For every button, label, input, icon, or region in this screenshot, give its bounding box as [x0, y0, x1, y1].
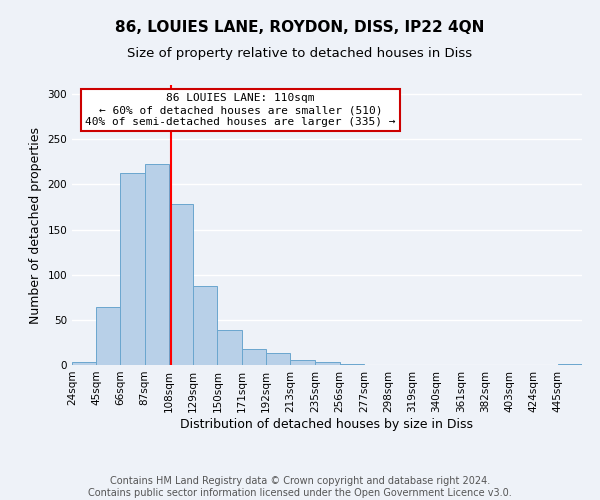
Bar	[217, 330, 242, 365]
Text: 86, LOUIES LANE, ROYDON, DISS, IP22 4QN: 86, LOUIES LANE, ROYDON, DISS, IP22 4QN	[115, 20, 485, 35]
Bar	[145, 164, 169, 365]
Bar	[290, 360, 316, 365]
X-axis label: Distribution of detached houses by size in Diss: Distribution of detached houses by size …	[181, 418, 473, 430]
Bar	[316, 362, 340, 365]
Y-axis label: Number of detached properties: Number of detached properties	[29, 126, 42, 324]
Bar	[121, 172, 145, 365]
Bar	[193, 286, 217, 365]
Text: Size of property relative to detached houses in Diss: Size of property relative to detached ho…	[127, 48, 473, 60]
Bar	[169, 204, 193, 365]
Bar	[340, 364, 364, 365]
Bar	[242, 348, 266, 365]
Text: 86 LOUIES LANE: 110sqm
← 60% of detached houses are smaller (510)
40% of semi-de: 86 LOUIES LANE: 110sqm ← 60% of detached…	[85, 94, 395, 126]
Bar	[96, 307, 121, 365]
Text: Contains HM Land Registry data © Crown copyright and database right 2024.
Contai: Contains HM Land Registry data © Crown c…	[88, 476, 512, 498]
Bar	[266, 354, 290, 365]
Bar	[558, 364, 582, 365]
Bar	[72, 362, 96, 365]
